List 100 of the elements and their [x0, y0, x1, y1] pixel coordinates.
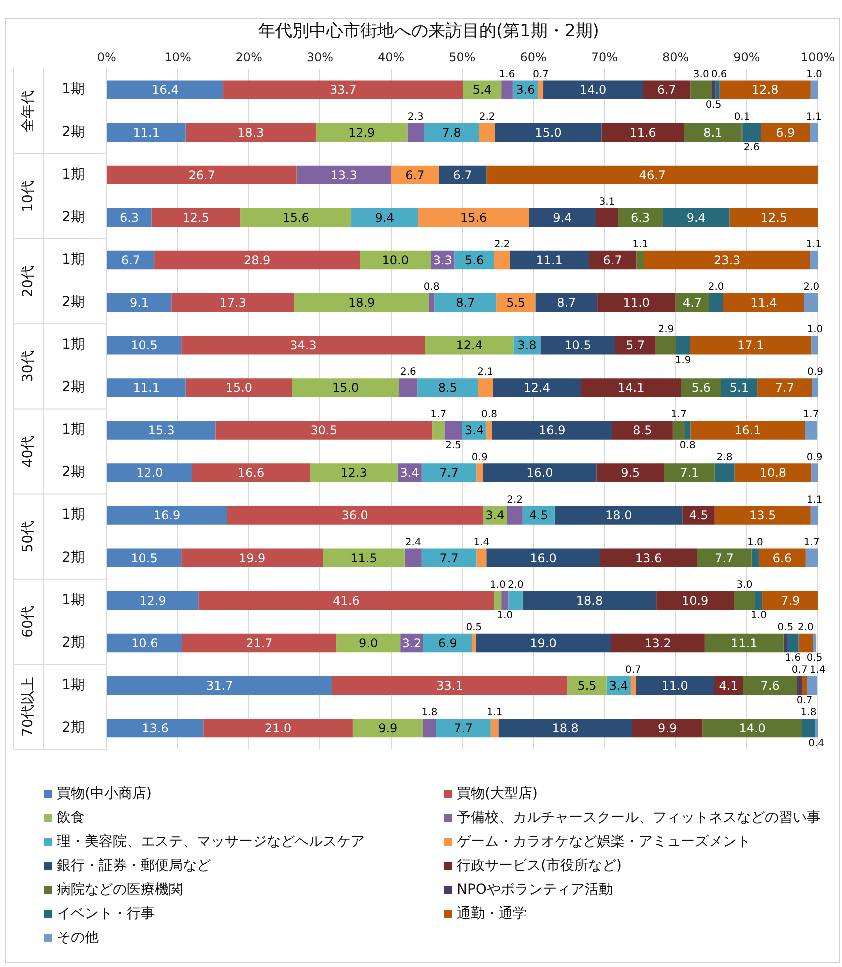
data-label: 2.4: [405, 537, 422, 548]
data-label: 12.8: [752, 83, 779, 98]
data-label: 14.1: [618, 381, 645, 396]
data-label: 13.5: [750, 508, 776, 523]
data-label: 18.8: [552, 721, 579, 736]
legend-label: NPOやボランティア活動: [457, 881, 613, 899]
data-label: 16.1: [734, 424, 762, 438]
data-label: 3.0: [693, 69, 710, 80]
data-label: 3.6: [516, 83, 536, 98]
data-label: 12.5: [760, 210, 788, 225]
data-label: 5.5: [578, 678, 597, 693]
data-label: 2.3: [408, 112, 424, 123]
y-tick-label: 1期: [62, 82, 85, 98]
data-label: 3.2: [402, 636, 422, 650]
data-label: 1.9: [675, 355, 692, 366]
data-label: 15.6: [460, 210, 488, 225]
data-label: 5.1: [730, 381, 749, 396]
data-label: 11.0: [662, 678, 688, 693]
y-tick-label: 2期: [62, 294, 85, 310]
data-label: 21.0: [264, 721, 292, 736]
data-label: 0.4: [808, 738, 825, 750]
text: 30代: [20, 350, 37, 383]
data-label: 8.5: [633, 424, 652, 438]
legend-label: 買物(中小商店): [57, 785, 152, 803]
data-label: 13.6: [635, 551, 662, 566]
data-label: 12.4: [524, 381, 550, 396]
data-label: 7.1: [680, 466, 700, 480]
data-label: 11.1: [133, 126, 160, 140]
legend-label: 予備校、カルチャースクール、フィットネスなどの習い事: [457, 809, 821, 827]
data-label: 15.6: [282, 210, 310, 225]
data-label: 4.7: [682, 296, 702, 310]
legend-label: 飲食: [57, 809, 85, 827]
legend-label: イベント・行事: [57, 905, 155, 923]
data-label: 2.0: [708, 282, 724, 294]
data-label: 6.9: [438, 636, 458, 650]
legend-label: 行政サービス(市役所など): [457, 857, 622, 875]
data-label: 10.5: [131, 338, 158, 352]
legend-label: 理・美容院、エステ、マッサージなどヘルスケア: [57, 833, 365, 851]
data-label: 11.1: [536, 253, 563, 268]
data-label: 0.9: [472, 452, 488, 464]
data-label: 1.0: [490, 580, 506, 591]
data-label: 19.9: [238, 551, 266, 566]
data-label: 5.6: [692, 381, 711, 396]
data-label: 6.3: [631, 210, 650, 225]
x-tick-label: 50%: [449, 50, 476, 65]
data-label: 1.6: [785, 653, 802, 664]
data-label: 1.1: [806, 112, 822, 123]
data-label: 26.7: [188, 168, 216, 182]
data-label: 16.9: [154, 508, 181, 523]
data-label: 2.0: [804, 282, 820, 294]
data-label: 2.2: [479, 112, 496, 123]
data-label: 12.5: [182, 210, 210, 225]
data-label: 9.4: [553, 210, 572, 225]
data-label: 9.5: [621, 466, 640, 480]
data-label: 0.6: [711, 69, 728, 80]
data-label: 10.5: [131, 551, 158, 566]
data-label: 8.5: [438, 381, 458, 396]
data-label: 6.6: [772, 551, 792, 566]
data-label: 7.8: [442, 126, 462, 140]
text: 40代: [20, 436, 37, 468]
y-tick-label: 1期: [62, 592, 85, 608]
data-label: 3.1: [599, 196, 616, 208]
data-label: 46.7: [639, 168, 666, 182]
data-label: 1.7: [430, 410, 447, 421]
data-label: 15.0: [332, 381, 360, 396]
data-label: 7.6: [760, 678, 780, 693]
x-tick-label: 70%: [591, 50, 618, 65]
data-label: 0.5: [806, 653, 823, 664]
data-label: 14.0: [580, 83, 607, 98]
data-label: 12.4: [456, 338, 483, 352]
data-label: 18.8: [576, 594, 604, 608]
data-label: 1.0: [751, 610, 767, 622]
data-label: 7.7: [775, 381, 794, 396]
data-label: 13.2: [644, 636, 672, 650]
data-label: 2.6: [400, 367, 416, 378]
data-label: 10.9: [682, 594, 709, 608]
data-label: 1.1: [486, 708, 503, 719]
data-label: 4.5: [529, 508, 548, 523]
data-label: 5.5: [506, 296, 526, 310]
x-tick-label: 80%: [662, 50, 690, 65]
x-tick-label: 0%: [97, 50, 116, 65]
data-label: 14.0: [739, 721, 766, 736]
data-label: 3.3: [433, 253, 452, 268]
data-label: 41.6: [333, 594, 360, 608]
data-label: 9.1: [130, 296, 150, 310]
data-label: 1.0: [806, 69, 822, 80]
x-tick-label: 90%: [734, 50, 760, 65]
text: 70代以上: [20, 677, 37, 737]
data-label: 10.6: [131, 636, 158, 650]
x-tick-label: 60%: [520, 50, 547, 65]
data-label: 8.1: [704, 126, 723, 140]
y-tick-label: 1期: [62, 166, 85, 183]
data-label: 1.1: [806, 240, 822, 251]
data-label: 16.0: [530, 551, 557, 566]
y-tick-label: 2期: [62, 380, 85, 396]
data-label: 2.1: [478, 367, 494, 378]
data-label: 11.5: [350, 551, 378, 566]
data-label: 4.1: [719, 678, 738, 693]
data-label: 16.9: [539, 424, 566, 438]
y-tick-label: 1期: [62, 252, 85, 268]
